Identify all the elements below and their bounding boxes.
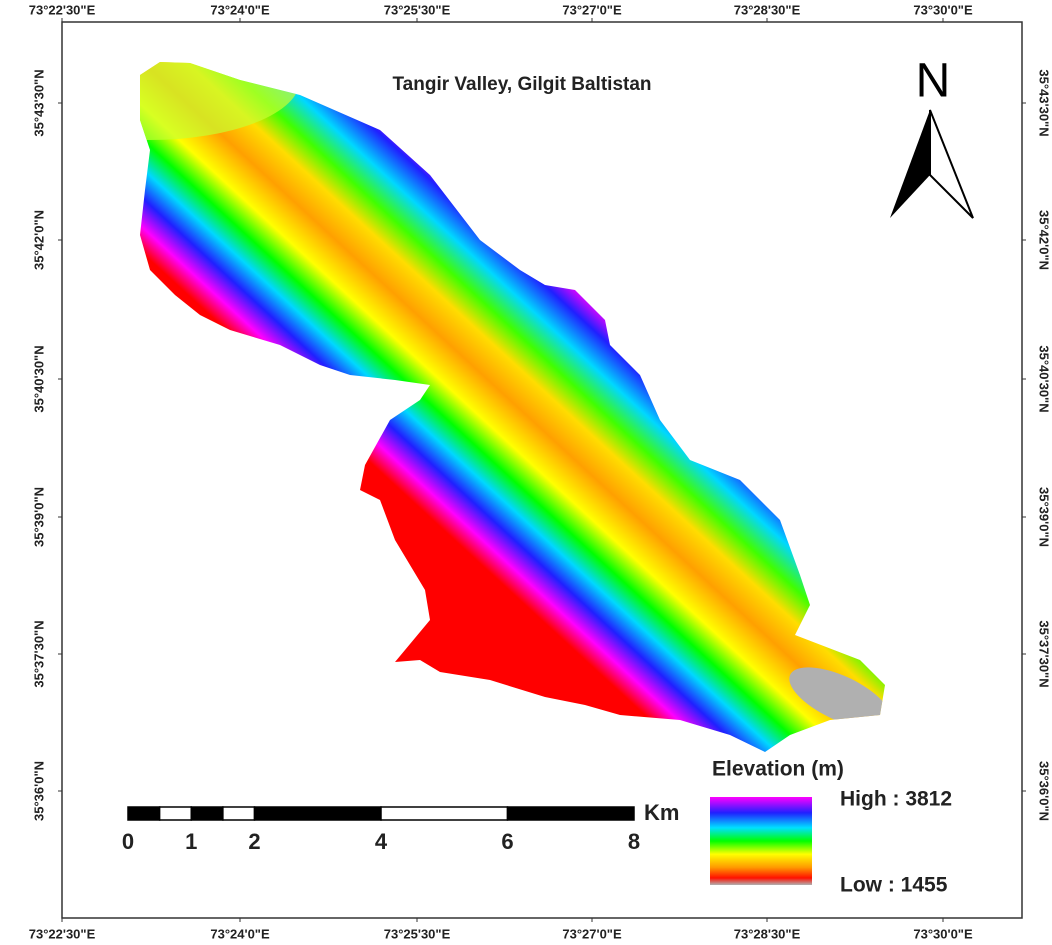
longitude-label: 73°25'30"E [384, 926, 451, 941]
map-title: Tangir Valley, Gilgit Baltistan [392, 74, 651, 95]
scale-segment [255, 807, 382, 820]
scale-unit: Km [644, 800, 679, 825]
latitude-label: 35°37'30"N [31, 620, 46, 687]
longitude-label: 73°25'30"E [384, 2, 451, 17]
scale-label: 2 [248, 829, 260, 854]
latitude-label: 35°36'0"N [1037, 761, 1052, 821]
scale-segment [508, 807, 635, 820]
legend-low: Low : 1455 [840, 874, 948, 897]
scale-label: 4 [375, 829, 388, 854]
latitude-label: 35°42'0"N [1037, 210, 1052, 270]
north-arrow: N [890, 55, 973, 218]
scale-label: 8 [628, 829, 640, 854]
scale-segment [381, 807, 508, 820]
longitude-label: 73°28'30"E [734, 2, 801, 17]
longitude-label: 73°24'0"E [210, 2, 270, 17]
longitude-label: 73°27'0"E [562, 2, 622, 17]
latitude-label: 35°37'30"N [1037, 620, 1052, 687]
scale-bar: 0 1 2 4 6 8Km [122, 800, 680, 854]
legend: Elevation (m) High : 3812 Low : 1455 [710, 758, 952, 897]
scale-label: 0 [122, 829, 134, 854]
longitude-label: 73°24'0"E [210, 926, 270, 941]
scale-segment [223, 807, 255, 820]
longitude-label: 73°30'0"E [913, 2, 973, 17]
longitude-label: 73°27'0"E [562, 926, 622, 941]
longitude-label: 73°22'30"E [29, 926, 96, 941]
longitude-label: 73°22'30"E [29, 2, 96, 17]
latitude-label: 35°42'0"N [31, 210, 46, 270]
scale-segment [160, 807, 192, 820]
longitude-label: 73°30'0"E [913, 926, 973, 941]
latitude-label: 35°39'0"N [1037, 487, 1052, 547]
latitude-label: 35°40'30"N [31, 345, 46, 412]
latitude-label: 35°36'0"N [31, 761, 46, 821]
scale-label: 1 [185, 829, 197, 854]
latitude-label: 35°43'30"N [1037, 69, 1052, 136]
latitude-label: 35°39'0"N [31, 487, 46, 547]
longitude-label: 73°28'30"E [734, 926, 801, 941]
elevation-raster [0, 20, 900, 765]
latitude-label: 35°40'30"N [1037, 345, 1052, 412]
legend-high: High : 3812 [840, 788, 952, 811]
scale-segment [191, 807, 223, 820]
map-layout: Tangir Valley, Gilgit Baltistan N 0 1 2 4 6 8… [0, 0, 1052, 945]
north-label: N [916, 55, 951, 108]
legend-title: Elevation (m) [712, 758, 844, 781]
scale-label: 6 [501, 829, 513, 854]
latitude-label: 35°43'30"N [31, 69, 46, 136]
legend-colorbar [710, 797, 812, 885]
scale-segment [128, 807, 160, 820]
